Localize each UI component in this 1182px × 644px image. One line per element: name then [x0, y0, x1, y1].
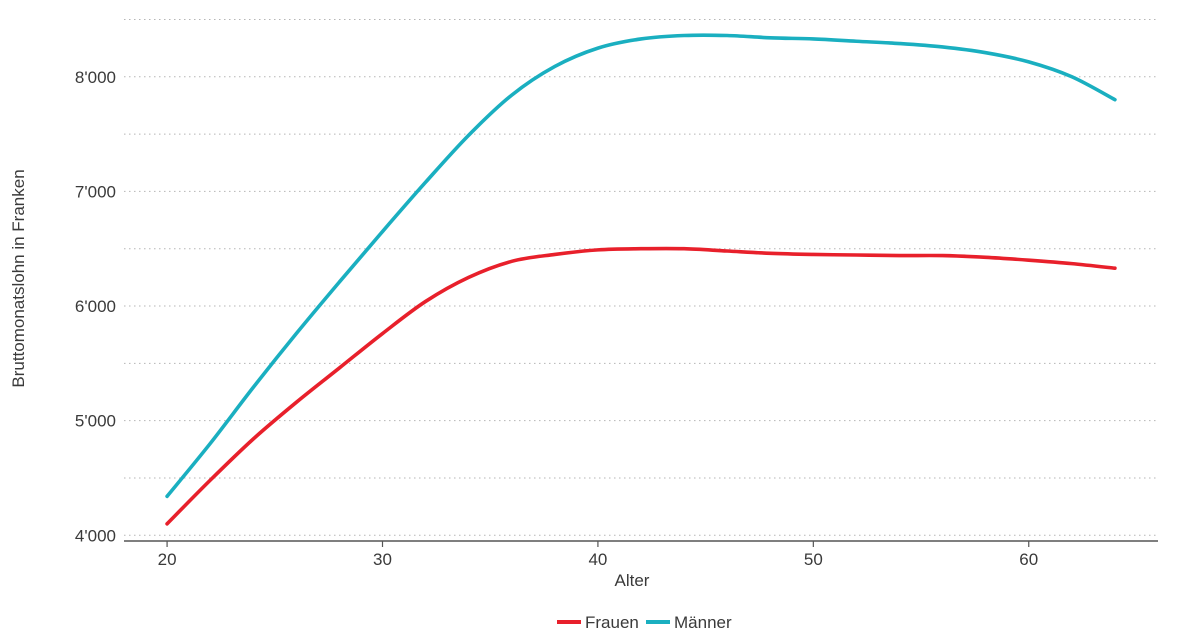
series-layer [165, 33, 1117, 526]
x-tick-label: 30 [373, 550, 392, 569]
series-line-m-nner [165, 33, 1117, 499]
y-ticks: 4'000 5'000 6'000 7'000 8'000 [75, 68, 116, 545]
y-tick-label: 8'000 [75, 68, 116, 87]
series-line-frauen [165, 246, 1117, 526]
x-axis-title: Alter [615, 571, 650, 590]
x-tick-label: 50 [804, 550, 823, 569]
x-ticks: 20 30 40 50 60 [158, 541, 1038, 569]
x-tick-label: 60 [1019, 550, 1038, 569]
legend-label-frauen: Frauen [585, 613, 639, 632]
x-tick-label: 40 [588, 550, 607, 569]
y-axis-title: Bruttomonatslohn in Franken [9, 169, 28, 387]
y-tick-label: 5'000 [75, 412, 116, 431]
legend-label-m-nner: Männer [674, 613, 732, 632]
grid-layer [124, 18, 1158, 536]
y-tick-label: 7'000 [75, 182, 116, 201]
legend: Frauen Männer [557, 613, 732, 632]
y-tick-label: 6'000 [75, 297, 116, 316]
y-tick-label: 4'000 [75, 526, 116, 545]
x-tick-label: 20 [158, 550, 177, 569]
